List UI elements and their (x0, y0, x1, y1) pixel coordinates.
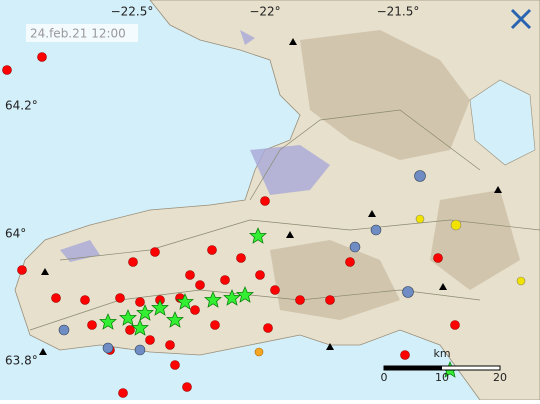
longitude-label: −22° (249, 5, 280, 19)
logo (510, 8, 532, 30)
longitude-label: −22.5° (111, 5, 154, 19)
text-labels: −22.5° −22° −21.5° 64.2° 64° 63.8° (5, 5, 419, 368)
earthquakes (2, 52, 526, 398)
timestamp: 24.feb.21 12:00 (30, 27, 126, 41)
scale-label: 10 (435, 371, 449, 384)
scale-unit: km (433, 347, 450, 360)
latitude-label: 64.2° (5, 99, 38, 113)
lake (469, 79, 536, 166)
scale-label: 0 (381, 371, 388, 384)
latitude-label: 64° (5, 227, 26, 241)
scale-label: 20 (493, 371, 507, 384)
scale-segment (384, 366, 442, 370)
highlands (270, 30, 520, 320)
latitude-label: 63.8° (5, 354, 38, 368)
longitude-label: −21.5° (377, 5, 420, 19)
scale-bar: km 0 10 20 (381, 347, 508, 384)
timestamp-box (26, 24, 138, 42)
